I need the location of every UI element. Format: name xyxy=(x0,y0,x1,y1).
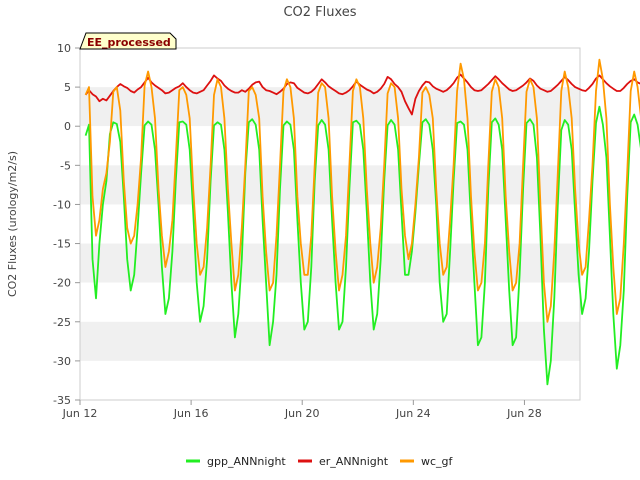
series-line-gpp xyxy=(84,105,640,386)
series-line-er xyxy=(84,73,640,116)
y-axis-label: CO2 Fluxes (urology/m2/s) xyxy=(6,151,19,297)
plot-band xyxy=(80,282,580,322)
y-tick-label: -30 xyxy=(53,355,71,368)
y-tick-label: 10 xyxy=(57,42,71,55)
series-line-wc xyxy=(84,58,640,323)
y-tick-label: -25 xyxy=(53,316,71,329)
x-tick-label: Jun 16 xyxy=(173,407,209,420)
x-axis: Jun 12 Jun 16 Jun 20 Jun 24 Jun 28 xyxy=(62,400,542,420)
badge-box xyxy=(79,32,177,50)
legend-label-er: er_ANNnight xyxy=(319,455,389,468)
y-tick-label: 0 xyxy=(64,120,71,133)
series-lines xyxy=(84,58,640,386)
y-axis: 10 5 0 -5 -10 -15 -20 -25 -30 -35 xyxy=(53,42,80,407)
plot-bands xyxy=(80,48,580,400)
y-tick-label: -5 xyxy=(60,159,71,172)
plot-frame xyxy=(79,47,581,401)
x-tick-label: Jun 24 xyxy=(395,407,431,420)
plot-band xyxy=(80,321,580,361)
x-tick-label: Jun 28 xyxy=(506,407,542,420)
legend-label-wc: wc_gf xyxy=(421,455,454,468)
x-tick-label: Jun 20 xyxy=(284,407,320,420)
plot-band xyxy=(80,48,580,88)
legend: gpp_ANNnight er_ANNnight wc_gf xyxy=(186,455,454,468)
y-tick-label: 5 xyxy=(64,81,71,94)
y-tick-label: -10 xyxy=(53,198,71,211)
y-tick-label: -20 xyxy=(53,277,71,290)
y-tick-label: -35 xyxy=(53,394,71,407)
badge-label: EE_processed xyxy=(87,36,171,49)
plot-band xyxy=(80,243,580,283)
legend-label-gpp: gpp_ANNnight xyxy=(207,455,286,468)
ee-processed-badge: EE_processed xyxy=(79,32,177,50)
y-tick-label: -15 xyxy=(53,238,71,251)
chart-title: CO2 Fluxes xyxy=(283,5,356,20)
x-tick-label: Jun 12 xyxy=(62,407,98,420)
plot-band xyxy=(80,360,580,400)
plot-band xyxy=(80,204,580,244)
